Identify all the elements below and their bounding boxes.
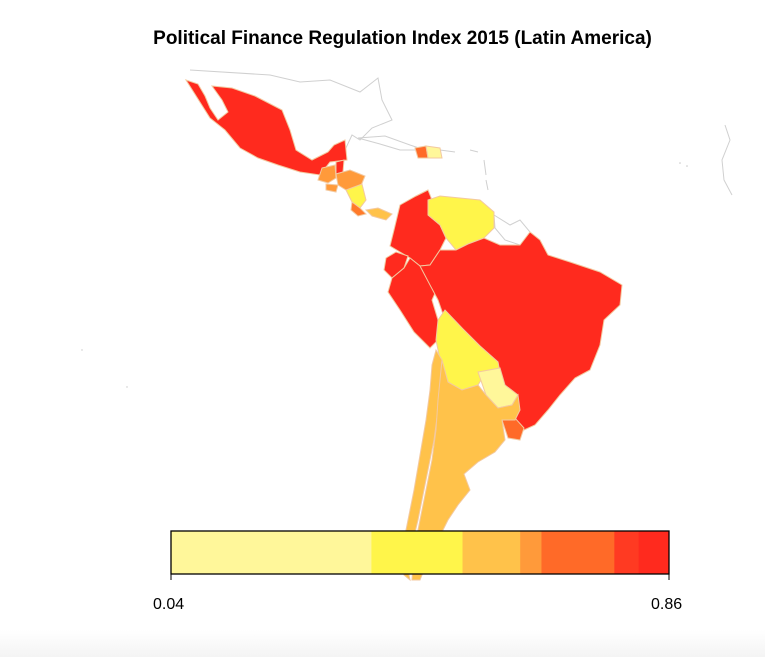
africa-outline bbox=[721, 124, 733, 196]
speck bbox=[679, 162, 681, 164]
usa-outline bbox=[189, 69, 393, 151]
bottom-shadow-strip bbox=[0, 630, 765, 657]
legend-bin-1 bbox=[371, 531, 464, 574]
region-panama bbox=[364, 207, 393, 221]
speck bbox=[81, 349, 83, 351]
legend-frame bbox=[170, 530, 670, 575]
legend-bin-0 bbox=[171, 531, 372, 574]
background-specks bbox=[81, 162, 688, 388]
legend-bin-3 bbox=[520, 531, 542, 574]
caribbean-islands-outline bbox=[439, 149, 489, 191]
legend-bin-6 bbox=[638, 531, 670, 574]
legend-bin-4 bbox=[541, 531, 615, 574]
country-regions bbox=[184, 79, 623, 582]
region-nicaragua bbox=[345, 183, 367, 209]
legend-max-label: 0.86 bbox=[651, 596, 683, 613]
region-el-salvador bbox=[325, 183, 339, 193]
region-costa-rica bbox=[350, 201, 367, 217]
region-mexico bbox=[184, 79, 348, 176]
region-guatemala bbox=[317, 164, 337, 184]
region-peru bbox=[387, 257, 441, 349]
region-dominican-republic bbox=[425, 145, 443, 159]
legend-bin-2 bbox=[462, 531, 521, 574]
speck bbox=[126, 386, 128, 388]
legend-bin-5 bbox=[614, 531, 640, 574]
legend-colorbar bbox=[171, 531, 670, 574]
speck bbox=[686, 165, 688, 167]
legend-min-label: 0.04 bbox=[153, 596, 185, 613]
map-title: Political Finance Regulation Index 2015 … bbox=[153, 28, 652, 49]
region-argentina bbox=[411, 359, 521, 581]
